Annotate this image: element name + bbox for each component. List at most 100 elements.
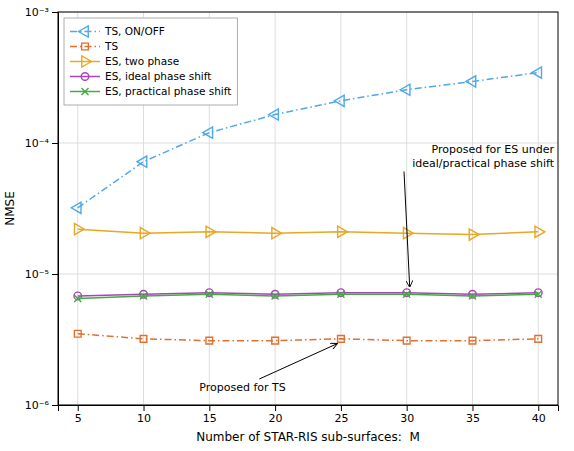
tick-label: 35 [466, 412, 480, 425]
series-marker [403, 289, 411, 297]
series-marker [469, 291, 477, 299]
tick: 10⁻⁵ [25, 268, 58, 281]
series-marker [140, 335, 147, 342]
grid-line-x [538, 12, 539, 405]
tick: 10⁻³ [25, 6, 58, 19]
chart: 5 10 15 20 25 30 35 40 10⁻⁶ 10⁻⁵ 10⁻⁴ 10⁻³ Proposed … [0, 0, 574, 451]
series-marker [203, 127, 213, 138]
series-marker [403, 291, 410, 298]
legend-label: TS [104, 40, 118, 52]
series-marker [338, 335, 345, 342]
tick: 40 [532, 405, 546, 425]
series-marker [469, 229, 479, 240]
tick-mark [407, 405, 408, 411]
series-marker [272, 337, 279, 344]
series-marker [71, 202, 81, 213]
series-marker [400, 84, 410, 95]
legend: TS, ON/OFF TS ES, two phase ES, ideal phase… [64, 18, 237, 105]
series-marker [272, 228, 282, 239]
series-marker [206, 291, 213, 298]
series [71, 67, 541, 214]
series-marker [535, 335, 542, 342]
series-marker [535, 226, 545, 237]
legend-label: TS, ON/OFF [104, 25, 165, 37]
series-line [78, 73, 539, 208]
annotation-arrow [259, 344, 337, 379]
tick-label: 40 [532, 412, 546, 425]
series-marker [535, 291, 542, 298]
tick: 10⁻⁶ [25, 399, 58, 412]
tick-mark [52, 405, 58, 406]
tick: 35 [466, 405, 480, 425]
series-marker [74, 295, 81, 302]
tick: 30 [400, 405, 414, 425]
annotation: Proposed for ES underideal/practical pha… [412, 143, 554, 169]
legend-swatch [70, 76, 100, 78]
series-marker [403, 228, 413, 239]
tick-label: 5 [75, 412, 82, 425]
grid-line-y [58, 274, 558, 275]
series-marker [272, 292, 279, 299]
series-marker [140, 291, 148, 299]
legend-marker [78, 26, 88, 37]
series-marker [74, 330, 81, 337]
tick-label: 15 [203, 412, 217, 425]
tick-mark [52, 274, 58, 275]
tick-mark [275, 405, 276, 411]
grid-line-x [406, 12, 407, 405]
legend-label: ES, two phase [105, 55, 179, 67]
grid-line-x [275, 12, 276, 405]
series-marker [140, 292, 147, 299]
legend-marker [82, 43, 89, 50]
grid-line-x [340, 12, 341, 405]
legend-marker [82, 56, 92, 67]
tick: 25 [334, 405, 348, 425]
series-marker [269, 109, 279, 120]
series [74, 291, 542, 302]
tick-label: 20 [269, 412, 283, 425]
y-axis: 10⁻⁶ 10⁻⁵ 10⁻⁴ 10⁻³ [25, 6, 59, 412]
tick-label: 25 [334, 412, 348, 425]
legend-swatch [70, 61, 100, 63]
tick: 15 [203, 405, 217, 425]
tick-mark [144, 405, 145, 411]
legend-swatch [70, 31, 100, 33]
y-axis-title: NMSE [3, 191, 17, 226]
grid-line-x [472, 12, 473, 405]
tick-mark [52, 143, 58, 144]
series-marker [137, 156, 147, 167]
marks [71, 67, 545, 344]
series-marker [74, 224, 84, 235]
plot-frame [58, 12, 558, 405]
tick: 5 [75, 405, 82, 425]
plot: 5 10 15 20 25 30 35 40 10⁻⁶ 10⁻⁵ 10⁻⁴ 10⁻³ Proposed … [25, 6, 559, 425]
legend-label: ES, practical phase shift [105, 85, 231, 97]
series-marker [206, 337, 213, 344]
x-axis: 5 10 15 20 25 30 35 40 [59, 405, 559, 425]
series-marker [469, 337, 476, 344]
series-marker [334, 95, 344, 106]
series-marker [271, 291, 279, 299]
tick-label: 30 [400, 412, 414, 425]
series-line [78, 294, 539, 298]
annotation-arrow [404, 171, 410, 286]
tick: 10⁻⁴ [25, 137, 58, 150]
series-marker [469, 292, 476, 299]
legend-marker [81, 88, 88, 95]
tick-label: 10⁻³ [25, 6, 49, 19]
series-marker [534, 289, 542, 297]
series [74, 330, 541, 344]
x-axis-title: Number of STAR-RIS sub-surfaces: M [196, 430, 420, 444]
tick-mark [472, 405, 473, 411]
legend-label: ES, ideal phase shift [105, 70, 211, 82]
legend-marker [81, 73, 89, 81]
series-marker [140, 228, 150, 239]
tick-mark [52, 12, 58, 13]
tick: 10 [137, 405, 151, 425]
axis-line [59, 406, 559, 412]
series [74, 224, 544, 241]
tick-label: 10 [137, 412, 151, 425]
annotation: Proposed for TS [199, 381, 285, 394]
legend-swatch [70, 46, 100, 48]
tick-label: 10⁻⁴ [25, 137, 50, 150]
